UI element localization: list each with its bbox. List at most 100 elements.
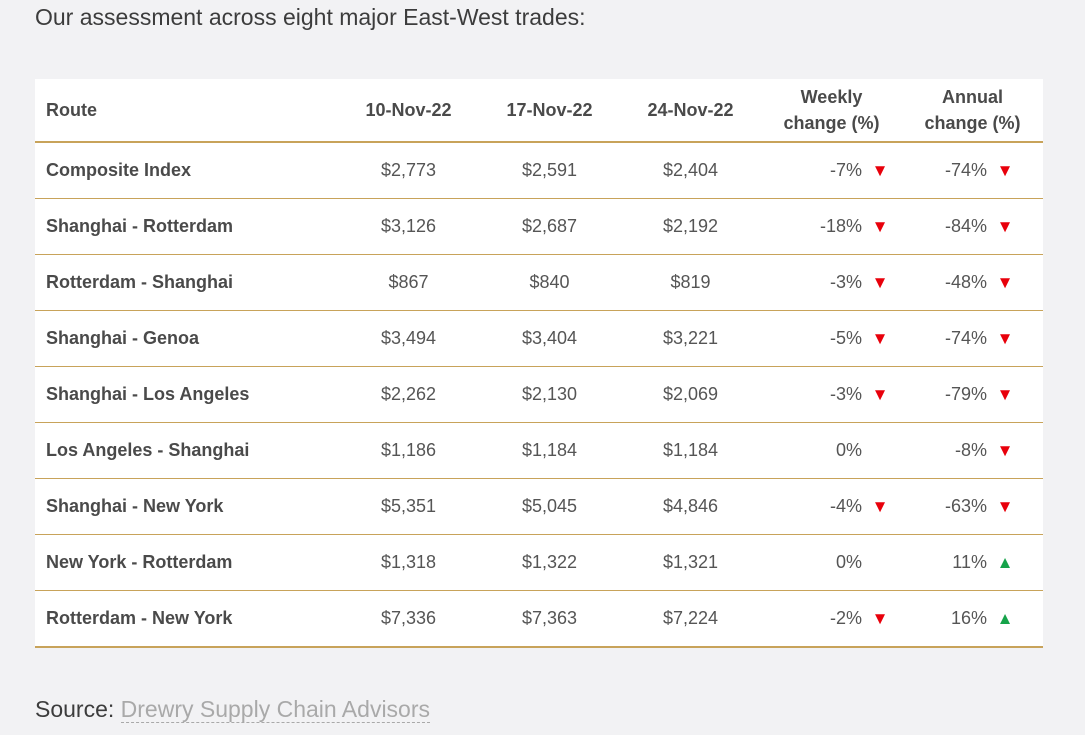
cell-annual-change: 11% ▲ — [902, 534, 1043, 591]
cell-date-3: $1,184 — [620, 422, 761, 479]
cell-annual-change: -79% ▼ — [902, 366, 1043, 423]
cell-route-value: Shanghai - Los Angeles — [46, 384, 250, 404]
cell-weekly-change-value: 0% — [835, 552, 862, 572]
cell-route: Shanghai - Los Angeles — [35, 366, 338, 423]
cell-annual-change: -74% ▼ — [902, 310, 1043, 367]
cell-route: Composite Index — [35, 142, 338, 199]
table-row: Shanghai - Los Angeles $2,262 $2,130 $2,069… — [35, 366, 1043, 423]
cell-weekly-change: -3% ▼ — [761, 366, 902, 423]
table-row: Composite Index $2,773 $2,591 $2,404 -7% ▼ -74… — [35, 142, 1043, 199]
cell-date-2: $2,591 — [479, 142, 620, 199]
cell-route-value: Shanghai - Genoa — [46, 328, 200, 348]
cell-date-1: $2,773 — [338, 142, 479, 199]
header-date-2: 17-Nov-22 — [479, 79, 620, 143]
cell-route-value: Shanghai - New York — [46, 496, 224, 516]
cell-date-3-value: $819 — [670, 272, 711, 292]
cell-annual-change-value: -79% — [944, 384, 987, 404]
cell-route-value: Rotterdam - New York — [46, 608, 233, 628]
cell-annual-change-value: -74% — [944, 328, 987, 348]
cell-date-1-value: $1,186 — [380, 440, 437, 460]
cell-date-2: $2,130 — [479, 366, 620, 423]
cell-date-1-value: $867 — [388, 272, 429, 292]
cell-route-value: Shanghai - Rotterdam — [46, 216, 234, 236]
arrow-down-icon: ▼ — [996, 273, 1014, 292]
cell-weekly-change: -3% ▼ — [761, 254, 902, 311]
arrow-down-icon: ▼ — [996, 441, 1014, 460]
cell-weekly-change: 0%▼ — [761, 422, 902, 479]
arrow-down-icon: ▼ — [996, 385, 1014, 404]
cell-route: Shanghai - Genoa — [35, 310, 338, 367]
cell-date-3: $4,846 — [620, 478, 761, 535]
cell-date-1: $2,262 — [338, 366, 479, 423]
arrow-down-icon: ▼ — [996, 217, 1014, 236]
cell-date-2: $3,404 — [479, 310, 620, 367]
rates-table-card: Route 10-Nov-22 17-Nov-22 24-Nov-22 Week… — [35, 79, 1043, 648]
table-body: Composite Index $2,773 $2,591 $2,404 -7% ▼ -74… — [35, 142, 1043, 648]
table-row: Los Angeles - Shanghai $1,186 $1,184 $1,184… — [35, 422, 1043, 479]
cell-date-2: $1,184 — [479, 422, 620, 479]
arrow-up-icon: ▲ — [996, 609, 1014, 628]
cell-date-3: $2,192 — [620, 198, 761, 255]
cell-date-2-value: $1,184 — [521, 440, 578, 460]
cell-date-3: $7,224 — [620, 590, 761, 648]
cell-weekly-change-value: -3% — [829, 384, 862, 404]
cell-date-3: $2,069 — [620, 366, 761, 423]
arrow-down-icon: ▼ — [996, 497, 1014, 516]
cell-date-1-value: $7,336 — [380, 608, 437, 628]
header-route: Route — [35, 79, 338, 143]
cell-annual-change-value: -84% — [944, 216, 987, 236]
cell-date-2-value: $2,687 — [521, 216, 578, 236]
cell-route-value: Rotterdam - Shanghai — [46, 272, 234, 292]
rates-table: Route 10-Nov-22 17-Nov-22 24-Nov-22 Week… — [35, 79, 1043, 648]
cell-date-3-value: $7,224 — [662, 608, 719, 628]
source-label: Source: — [35, 696, 115, 722]
source-link[interactable]: Drewry Supply Chain Advisors — [120, 696, 430, 723]
cell-date-1: $5,351 — [338, 478, 479, 535]
cell-date-3-value: $4,846 — [662, 496, 719, 516]
cell-weekly-change-value: -4% — [829, 496, 862, 516]
cell-route: Los Angeles - Shanghai — [35, 422, 338, 479]
cell-annual-change-value: 16% — [950, 608, 987, 628]
cell-date-1: $867 — [338, 254, 479, 311]
cell-annual-change: -8% ▼ — [902, 422, 1043, 479]
cell-weekly-change-value: -7% — [829, 160, 862, 180]
table-row: New York - Rotterdam $1,318 $1,322 $1,321 0%… — [35, 534, 1043, 591]
cell-annual-change-value: -48% — [944, 272, 987, 292]
header-weekly-line2: change (%) — [783, 113, 880, 133]
cell-weekly-change: -4% ▼ — [761, 478, 902, 535]
cell-date-1-value: $3,126 — [380, 216, 437, 236]
cell-annual-change: -74% ▼ — [902, 142, 1043, 199]
cell-date-2: $1,322 — [479, 534, 620, 591]
arrow-down-icon: ▼ — [871, 161, 889, 180]
cell-weekly-change: -5% ▼ — [761, 310, 902, 367]
cell-route-value: Los Angeles - Shanghai — [46, 440, 250, 460]
table-header-row: Route 10-Nov-22 17-Nov-22 24-Nov-22 Week… — [35, 79, 1043, 143]
header-annual-change: Annual change (%) — [902, 79, 1043, 143]
cell-date-3-value: $2,404 — [662, 160, 719, 180]
cell-weekly-change: -18% ▼ — [761, 198, 902, 255]
cell-weekly-change: -7% ▼ — [761, 142, 902, 199]
cell-date-2: $840 — [479, 254, 620, 311]
cell-weekly-change-value: -18% — [819, 216, 862, 236]
table-row: Shanghai - Rotterdam $3,126 $2,687 $2,192 -1… — [35, 198, 1043, 255]
cell-date-1-value: $3,494 — [380, 328, 437, 348]
cell-route: Shanghai - New York — [35, 478, 338, 535]
cell-date-2-value: $2,130 — [521, 384, 578, 404]
cell-date-3: $1,321 — [620, 534, 761, 591]
table-row: Shanghai - New York $5,351 $5,045 $4,846 -4%… — [35, 478, 1043, 535]
cell-weekly-change-value: -2% — [829, 608, 862, 628]
cell-date-2: $5,045 — [479, 478, 620, 535]
cell-date-2-value: $840 — [529, 272, 570, 292]
cell-date-2-value: $1,322 — [521, 552, 578, 572]
table-row: Shanghai - Genoa $3,494 $3,404 $3,221 -5% ▼ -7… — [35, 310, 1043, 367]
table-row: Rotterdam - New York $7,336 $7,363 $7,224 -2… — [35, 590, 1043, 648]
header-date-3: 24-Nov-22 — [620, 79, 761, 143]
cell-date-1: $1,318 — [338, 534, 479, 591]
arrow-down-icon: ▼ — [871, 217, 889, 236]
cell-route: Rotterdam - New York — [35, 590, 338, 648]
header-weekly-change: Weekly change (%) — [761, 79, 902, 143]
cell-date-1: $7,336 — [338, 590, 479, 648]
arrow-down-icon: ▼ — [871, 329, 889, 348]
cell-date-1: $1,186 — [338, 422, 479, 479]
cell-annual-change-value: -63% — [944, 496, 987, 516]
